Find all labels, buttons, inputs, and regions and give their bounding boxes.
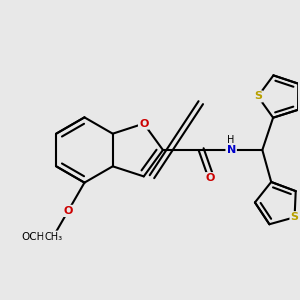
Text: S: S bbox=[254, 92, 262, 101]
Text: N: N bbox=[226, 145, 236, 155]
Text: OCH₃: OCH₃ bbox=[21, 232, 49, 242]
Text: O: O bbox=[64, 206, 73, 216]
Text: O: O bbox=[139, 118, 148, 129]
Text: O: O bbox=[206, 173, 215, 183]
Text: S: S bbox=[291, 212, 298, 222]
Text: CH₃: CH₃ bbox=[44, 232, 62, 242]
Text: H: H bbox=[227, 135, 235, 145]
